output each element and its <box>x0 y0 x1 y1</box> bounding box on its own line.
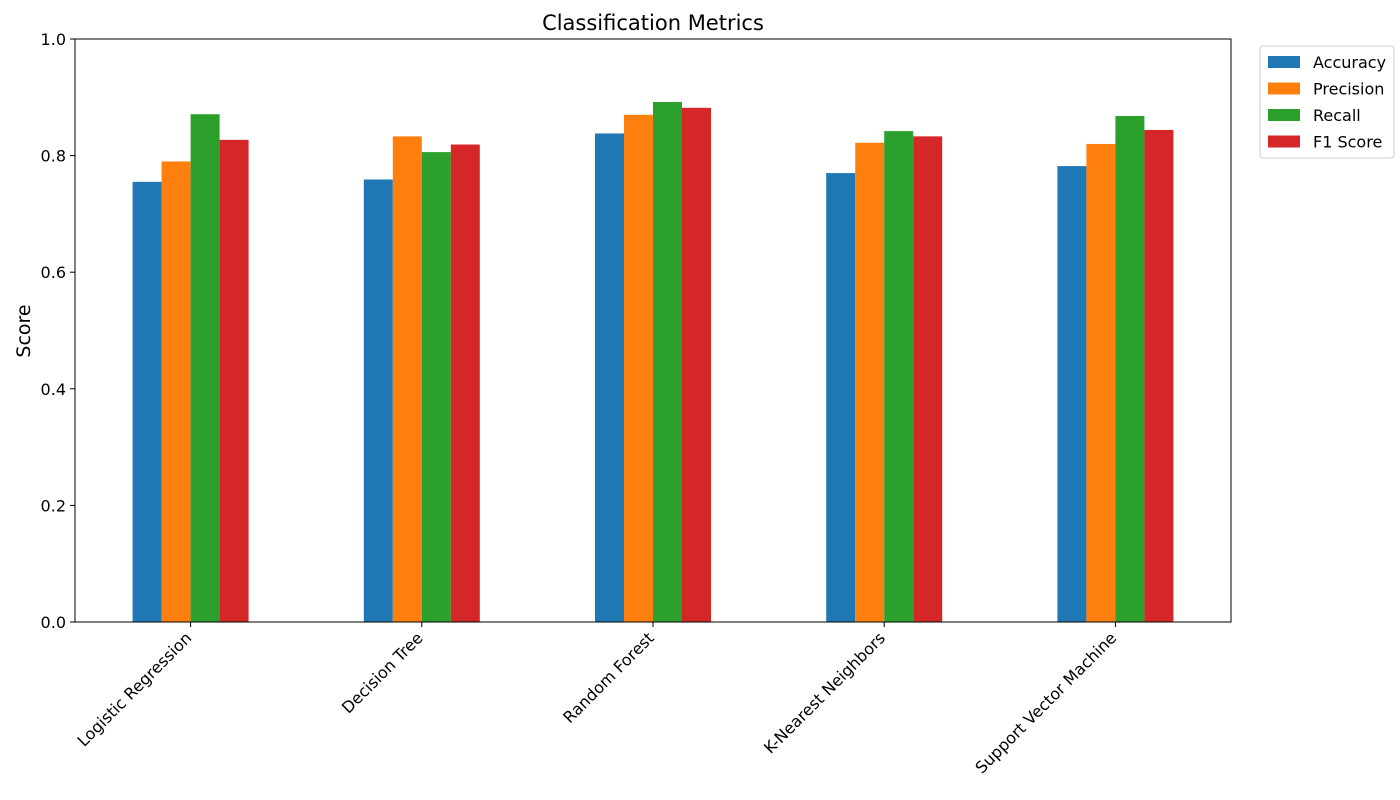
bar-recall-decision-tree <box>421 152 451 622</box>
bar-accuracy-random-forest <box>595 133 624 622</box>
bar-f1-score-random-forest <box>682 107 711 623</box>
legend-swatch-accuracy <box>1268 56 1300 68</box>
y-tick-label: 1.0 <box>41 30 66 49</box>
bars-layer <box>132 101 1174 623</box>
y-axis-label: Score <box>13 304 35 357</box>
y-tick-label: 0.2 <box>41 496 66 515</box>
legend-label: F1 Score <box>1313 133 1382 152</box>
legend-label: Accuracy <box>1313 53 1386 72</box>
bar-accuracy-decision-tree <box>363 179 393 622</box>
y-tick-label: 0.0 <box>41 613 66 632</box>
bar-f1-score-support-vector-machine <box>1144 129 1174 622</box>
bar-f1-score-k-nearest-neighbors <box>913 136 943 623</box>
bar-precision-logistic-regression <box>161 161 191 622</box>
bar-f1-score-logistic-regression <box>219 139 249 623</box>
legend: Accuracy Precision Recall F1 Score <box>1259 45 1395 159</box>
bar-accuracy-support-vector-machine <box>1057 166 1087 622</box>
legend-swatch-f1-score <box>1268 135 1300 148</box>
bar-recall-logistic-regression <box>190 114 220 623</box>
bar-accuracy-logistic-regression <box>132 181 162 622</box>
plot-area-frame <box>74 38 1232 623</box>
y-tick-label: 0.4 <box>41 380 66 399</box>
chart-title: Classification Metrics <box>542 11 764 35</box>
y-axis: 0.0 0.2 0.4 0.6 0.8 1.0 <box>41 30 75 632</box>
bar-precision-support-vector-machine <box>1086 143 1116 622</box>
bar-precision-decision-tree <box>392 136 422 623</box>
bar-precision-random-forest <box>624 114 653 622</box>
legend-frame <box>1259 45 1395 159</box>
bar-recall-k-nearest-neighbors <box>884 131 914 623</box>
legend-swatch-recall <box>1268 109 1300 121</box>
legend-label: Precision <box>1313 80 1384 99</box>
legend-label: Recall <box>1313 106 1361 125</box>
bar-f1-score-decision-tree <box>450 144 480 622</box>
bar-accuracy-k-nearest-neighbors <box>826 173 856 622</box>
legend-swatch-precision <box>1268 82 1300 95</box>
bar-recall-random-forest <box>653 101 682 622</box>
bar-recall-support-vector-machine <box>1115 115 1145 623</box>
y-tick-label: 0.8 <box>41 147 66 166</box>
bar-precision-k-nearest-neighbors <box>855 142 885 622</box>
y-tick-label: 0.6 <box>41 263 66 282</box>
